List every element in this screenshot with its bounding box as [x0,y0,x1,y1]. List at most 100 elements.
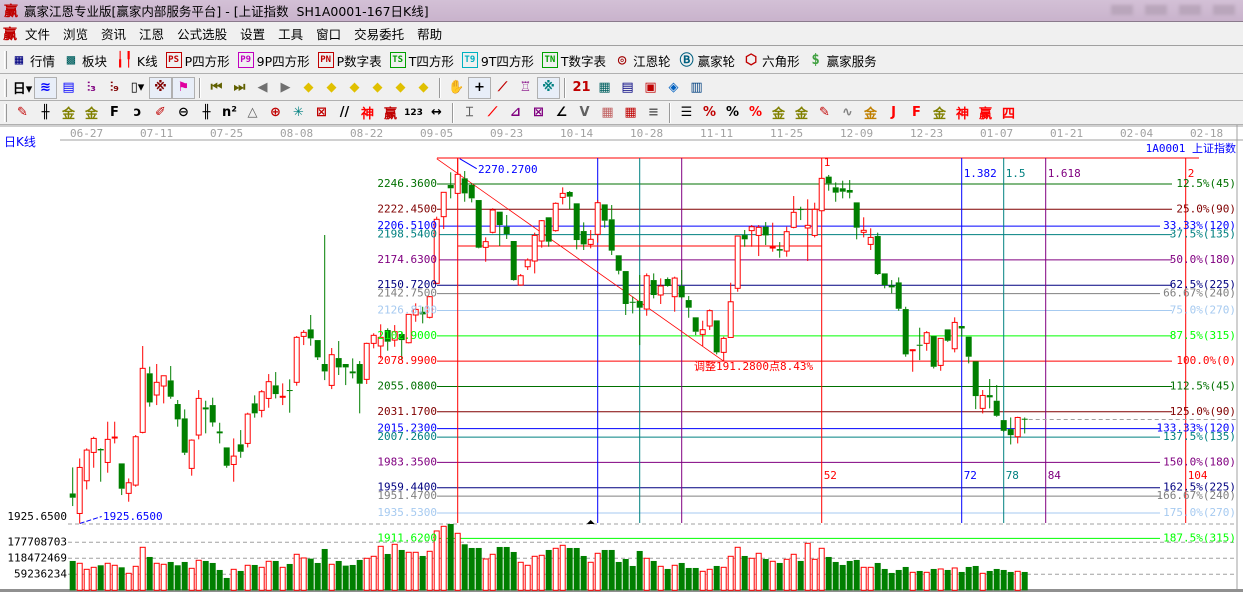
toolbar-button-table[interactable]: ▦ 行情 [11,51,55,70]
calculator-button[interactable]: ▦ [593,77,616,99]
toolbar-button-p9[interactable]: P9 9P四方形 [237,51,310,70]
bars-9-button[interactable]: ⫶₉ [103,77,126,99]
toolbar-button-dollar[interactable]: $ 赢家服务 [808,51,876,70]
si-angle-button[interactable]: 四 [997,102,1020,124]
kline-chart[interactable]: 06-27 07-11 07-25 08-08 08-22 09-05 09-23 10-14… [0,125,1243,592]
parallel-button[interactable]: // [333,102,356,124]
f-angle-button[interactable]: F [905,102,928,124]
menu-browse[interactable]: 浏览 [63,27,89,42]
arrow-left-diamond-button[interactable]: ◆ [297,77,320,99]
ruler-button[interactable]: 123 [402,102,425,124]
n-squared-button[interactable]: n² [218,102,241,124]
last-button[interactable]: ⏭ [228,77,251,99]
minimize-button[interactable] [1111,5,1133,15]
toolbar-button-t9[interactable]: T9 9T四方形 [461,51,534,70]
percent-slash-button[interactable]: % [698,102,721,124]
box-fan-2-button[interactable]: ⊠ [527,102,550,124]
menu-app-icon[interactable]: 赢 [3,26,17,43]
slant-lines-button[interactable]: ≡ [642,102,665,124]
marker-button[interactable]: ✎ [813,102,836,124]
toolbar-button-pn[interactable]: PN P数字表 [317,51,382,70]
spiral-button[interactable]: ↄ [126,102,149,124]
j-angle-button[interactable]: J [882,102,905,124]
toolbar-button-ps[interactable]: PS P四方形 [165,51,230,70]
squiggle-button[interactable]: ≋ [34,76,57,99]
toolbar-grip[interactable] [4,51,7,69]
network-button[interactable]: ◈ [662,77,685,99]
save-button[interactable]: ▣ [639,77,662,99]
ying-button[interactable]: 赢 [379,102,402,124]
shrink-diamond-button[interactable]: ◆ [366,77,389,99]
flag-button[interactable]: ⚑ [172,76,195,99]
arrow-right-diamond-button[interactable]: ◆ [320,77,343,99]
toolbar-button-candles[interactable]: ╽╿ K线 [115,51,158,70]
percent-button[interactable]: % [721,102,744,124]
angle-button[interactable]: ∠ [550,102,573,124]
clipboard-button[interactable]: ▤ [57,77,80,99]
candle-dropdown-button[interactable]: ▯▾ [126,77,149,99]
list-button[interactable]: ☰ [675,102,698,124]
target-button[interactable]: ⊕ [264,102,287,124]
menu-file[interactable]: 文件 [25,27,51,42]
menu-gann[interactable]: 江恩 [139,27,165,42]
web-button[interactable]: ✳ [287,102,310,124]
kline-chart-panel[interactable]: 06-27 07-11 07-25 08-08 08-22 09-05 09-23 10-14… [0,125,1243,592]
close-button[interactable] [1213,5,1235,15]
toolbar-button-gann-wheel[interactable]: ◎ 江恩轮 [614,51,671,70]
gold-eq-button[interactable]: 金 [790,102,813,124]
toolbar-button-ts[interactable]: TS T四方形 [389,51,454,70]
shen-angle-button[interactable]: 神 [951,102,974,124]
box-button[interactable]: ⌶ [458,102,481,124]
v-button[interactable]: V [573,102,596,124]
restore-button[interactable] [1179,5,1201,15]
box-fan-button[interactable]: ⊿ [504,102,527,124]
grid-2-button[interactable]: ▦ [619,102,642,124]
triangle-button[interactable]: △ [241,102,264,124]
maximize-button[interactable] [1145,5,1167,15]
toolbar-grip[interactable] [4,103,7,122]
prev-button[interactable]: ◀ [251,77,274,99]
menu-tools[interactable]: 工具 [278,27,304,42]
percent-lines-button[interactable]: % [744,102,767,124]
first-button[interactable]: ⏮ [205,77,228,99]
f-lines-button[interactable]: F [103,102,126,124]
fan-button[interactable]: ⟋ [481,102,504,124]
next-button[interactable]: ▶ [274,77,297,99]
cycle-lines-button[interactable]: ╫ [195,102,218,124]
pin-button[interactable]: ♖ [514,77,537,99]
sine-button[interactable]: ∿ [836,102,859,124]
map-teal-button[interactable]: ※ [537,76,560,99]
grid-button[interactable]: ▦ [596,102,619,124]
menu-help[interactable]: 帮助 [417,27,443,42]
toolbar-button-tn[interactable]: TN T数字表 [541,51,606,70]
period-day-dropdown-button[interactable]: 日▾ [11,77,34,99]
menu-trading[interactable]: 交易委托 [354,27,405,42]
measure-button[interactable]: ↔ [425,102,448,124]
arrow-vertical-diamond-button[interactable]: ◆ [343,77,366,99]
menu-news[interactable]: 资讯 [101,27,127,42]
square-web-button[interactable]: ⊠ [310,102,333,124]
pen-button[interactable]: ✎ [11,102,34,124]
toolbar-button-blocks[interactable]: ▩ 板块 [63,51,107,70]
connect-button[interactable]: ▥ [685,77,708,99]
map-button[interactable]: ※ [149,76,172,99]
hand-button[interactable]: ✋ [445,77,468,99]
circle-lines-button[interactable]: ⊖ [172,102,195,124]
move-diamond-button[interactable]: ◆ [412,77,435,99]
gold-circle-button[interactable]: 金 [767,102,790,124]
expand-diamond-button[interactable]: ◆ [389,77,412,99]
toolbar-button-big-wheel[interactable]: Ⓑ 赢家轮 [679,51,736,70]
toolbar-button-hexagon[interactable]: ⬡ 六角形 [743,51,800,70]
gold-angle-button[interactable]: 金 [928,102,951,124]
gold-lines-button[interactable]: 金 [57,102,80,124]
trendline-button[interactable]: ⟋ [491,77,514,99]
period-label[interactable]: 日K线 [4,133,36,150]
shen-button[interactable]: 神 [356,102,379,124]
gold-lines-2-button[interactable]: 金 [80,102,103,124]
calendar-button[interactable]: 21 [570,77,593,99]
crosshair-button[interactable]: + [468,76,491,99]
gold-red-button[interactable]: 金 [859,102,882,124]
notepad-button[interactable]: ▤ [616,77,639,99]
ying-angle-button[interactable]: 赢 [974,102,997,124]
menu-settings[interactable]: 设置 [240,27,266,42]
